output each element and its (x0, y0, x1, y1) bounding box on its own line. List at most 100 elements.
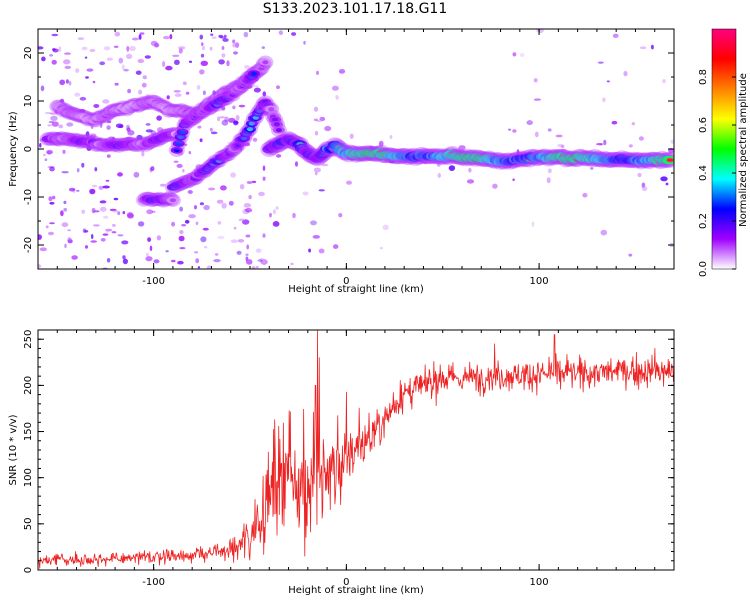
spectrogram-noise-blob (141, 150, 145, 157)
spectrogram-noise-blob (150, 166, 155, 172)
spectrogram-noise-blob (269, 212, 272, 218)
spectrogram-noise-blob (255, 265, 259, 269)
y-tick-label: 50 (23, 517, 34, 530)
spectrogram-noise-blob (665, 182, 669, 186)
spectrogram-track (136, 191, 181, 208)
spectrogram-noise-blob (243, 142, 251, 147)
spectrogram-noise-blob (597, 61, 604, 64)
spectrogram-noise-blob (93, 210, 100, 213)
spectrogram-noise-blob (660, 176, 668, 182)
spectrogram-noise-blob (113, 197, 119, 201)
spectrogram-noise-blob (324, 125, 332, 132)
spectrogram-noise-blob (147, 237, 152, 243)
spectrogram-noise-blob (238, 218, 245, 222)
spectrogram-noise-blob (333, 244, 339, 250)
spectrogram-noise-blob (133, 171, 140, 178)
spectrogram-noise-blob (44, 158, 48, 161)
spectrogram-noise-blob (99, 122, 103, 128)
spectrogram-noise-blob (276, 85, 280, 89)
spectrogram-noise-blob (662, 79, 666, 84)
spectrogram-noise-blob (142, 75, 147, 80)
spectrogram-noise-blob (64, 65, 72, 69)
colorbar: 0.0 0.2 0.4 0.6 0.8 (698, 28, 737, 277)
spectrogram-noise-blob (62, 149, 66, 154)
spectrogram-noise-blob (378, 140, 384, 147)
spectrogram-noise-blob (68, 187, 76, 192)
spectrogram-noise-blob (150, 40, 158, 47)
spectrogram-noise-blob (533, 98, 542, 101)
spectrogram-noise-blob (263, 111, 269, 116)
spectrogram-noise-blob (638, 136, 645, 141)
spectrogram-noise-blob (202, 46, 205, 51)
spectrogram-noise-blob (253, 87, 261, 93)
spectrogram-noise-blob (122, 211, 126, 215)
spectrogram-noise-blob (179, 230, 184, 234)
spectrogram-noise-blob (258, 191, 265, 197)
spectrogram-noise-blob (74, 92, 81, 97)
spectrogram-cell (235, 142, 242, 147)
spectrogram-noise-blob (173, 160, 179, 163)
spectrogram-noise-blob (312, 235, 320, 239)
spectrogram-noise-blob (202, 227, 209, 231)
spectrogram-noise-blob (199, 202, 204, 206)
spectrogram-noise-blob (466, 179, 475, 184)
spectrogram-noise-blob (178, 235, 185, 242)
spectrogram-noise-blob (631, 122, 635, 126)
spectrogram-noise-blob (252, 84, 259, 88)
spectrogram-noise-blob (105, 228, 113, 232)
spectrogram-noise-blob (208, 187, 216, 191)
spectrogram-noise-blob (63, 200, 67, 205)
spectrogram-noise-blob (61, 222, 69, 228)
spectrogram-noise-blob (243, 203, 252, 208)
spectrogram-noise-blob (94, 167, 98, 172)
spectrogram-noise-blob (85, 76, 89, 79)
spectrogram-noise-blob (670, 139, 674, 144)
spectrogram-noise-blob (251, 180, 257, 184)
y-tick-label: 100 (23, 468, 34, 487)
spectrogram-noise-blob (145, 129, 153, 133)
spectrogram-noise-blob (246, 181, 253, 184)
spectrogram-noise-blob (234, 42, 240, 48)
spectrogram-track (260, 131, 674, 170)
spectrogram-noise-blob (346, 180, 352, 185)
spectrogram-noise-blob (437, 173, 441, 178)
spectrogram-noise-blob (131, 37, 139, 41)
spectrogram-noise-blob (123, 68, 129, 72)
spectrogram-noise-blob (81, 46, 88, 51)
spectrogram-cell (250, 71, 257, 76)
spectrogram-noise-blob (318, 248, 325, 254)
spectrogram-noise-blob (39, 247, 47, 252)
spectrogram-noise-blob (233, 226, 237, 230)
spectrogram-cell (179, 130, 186, 135)
spectrogram-noise-blob (118, 57, 124, 64)
spectrogram-noise-blob (99, 200, 107, 204)
spectrogram-noise-blob (262, 165, 266, 171)
spectrogram-noise-blob (90, 125, 94, 129)
spectrogram-noise-blob (290, 262, 294, 266)
spectrogram-noise-blob (200, 60, 208, 66)
spectrogram-noise-blob (99, 61, 106, 66)
spectrogram-noise-blob (67, 237, 72, 243)
snr-chart: -100 0 100 0 50 100 150 200 250 Height of straig… (8, 329, 675, 596)
spectrogram-noise-blob (214, 253, 219, 256)
spectrogram-noise-blob (338, 213, 343, 218)
spectrogram-noise-blob (238, 104, 246, 108)
spectrogram-noise-blob (156, 115, 162, 121)
spectrogram-noise-blob (221, 202, 227, 209)
spectrogram-noise-blob (181, 224, 187, 227)
spectrogram-noise-blob (165, 65, 173, 71)
spectrogram-noise-blob (547, 128, 552, 132)
spectrogram-noise-blob (92, 80, 96, 84)
spectrogram-noise-blob (151, 210, 156, 213)
snr-series-line (38, 330, 674, 569)
x-tick-label: -100 (142, 577, 165, 588)
spectrogram-noise-blob (239, 184, 245, 190)
spectrogram-noise-blob (111, 224, 116, 227)
spectrogram-noise-blob (261, 46, 265, 49)
spectrogram-noise-blob (71, 255, 78, 260)
spectrogram-noise-blob (641, 186, 648, 192)
spectrogram-noise-blob (81, 162, 85, 168)
spectrogram-noise-blob (224, 116, 229, 123)
